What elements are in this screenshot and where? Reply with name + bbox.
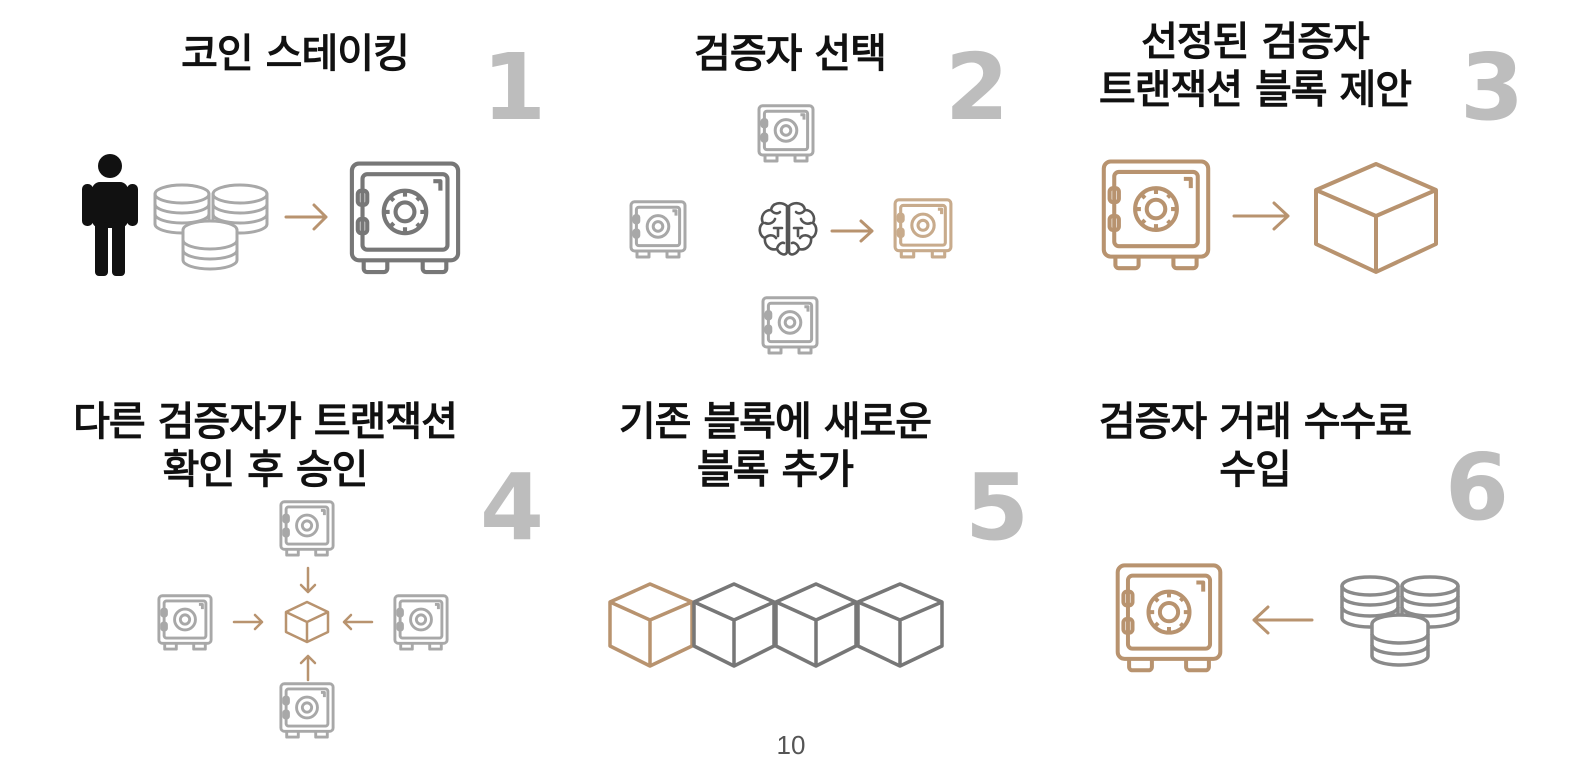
safe-icon xyxy=(1115,563,1223,673)
block-icon xyxy=(608,582,694,668)
safe-icon xyxy=(629,200,687,259)
arrow-left-icon xyxy=(1252,605,1314,635)
step-1-number: 1 xyxy=(482,34,547,141)
step-3-title-line-1: 선정된 검증자 xyxy=(1141,19,1370,65)
step-5-number: 5 xyxy=(965,454,1030,561)
step-5-title-line-2: 블록 추가 xyxy=(696,447,854,493)
step-3-title: 선정된 검증자 트랜잭션 블록 제안 xyxy=(1060,18,1450,114)
brain-icon xyxy=(758,201,818,256)
safe-icon xyxy=(893,198,953,259)
step-2-title: 검증자 선택 xyxy=(620,30,960,78)
step-1-title: 코인 스테이킹 xyxy=(125,30,465,78)
step-1-title-line-1: 코인 스테이킹 xyxy=(181,31,410,77)
coins-icon xyxy=(153,183,269,271)
cube-chain-icon xyxy=(608,582,944,668)
safe-icon xyxy=(761,296,819,355)
step-2-number: 2 xyxy=(945,34,1010,141)
cube-icon xyxy=(1314,162,1438,274)
person-icon xyxy=(82,154,138,276)
step-4-number: 4 xyxy=(480,454,545,561)
step-2-title-line-1: 검증자 선택 xyxy=(694,31,887,77)
arrow-left-icon xyxy=(342,613,374,631)
page-number: 10 xyxy=(776,730,806,760)
safe-icon xyxy=(279,682,335,739)
step-6-title-line-2: 수입 xyxy=(1219,447,1292,493)
step-6-title-line-1: 검증자 거래 수수료 xyxy=(1098,399,1412,445)
step-6-number: 6 xyxy=(1445,434,1510,541)
arrow-right-icon xyxy=(284,203,328,231)
step-4-title: 다른 검증자가 트랜잭션 확인 후 승인 xyxy=(40,398,490,494)
arrow-down-icon xyxy=(299,566,317,594)
step-3-title-line-2: 트랜잭션 블록 제안 xyxy=(1098,67,1412,113)
cube-icon xyxy=(284,600,330,644)
safe-icon xyxy=(349,161,461,275)
block-icon xyxy=(856,582,944,668)
safe-icon xyxy=(393,594,449,651)
arrow-right-icon xyxy=(830,219,874,243)
arrow-right-icon xyxy=(1232,201,1290,231)
coins-icon xyxy=(1340,575,1460,667)
step-5-title: 기존 블록에 새로운 블록 추가 xyxy=(590,398,960,494)
step-5-title-line-1: 기존 블록에 새로운 xyxy=(618,399,932,445)
step-4-title-line-2: 확인 후 승인 xyxy=(162,447,369,493)
block-icon xyxy=(774,582,858,668)
safe-icon xyxy=(1101,159,1211,271)
step-3-number: 3 xyxy=(1460,34,1525,141)
block-icon xyxy=(692,582,776,668)
arrow-up-icon xyxy=(299,654,317,682)
step-6-title: 검증자 거래 수수료 수입 xyxy=(1065,398,1445,494)
safe-icon xyxy=(279,500,335,557)
safe-icon xyxy=(157,594,213,651)
arrow-right-icon xyxy=(232,613,264,631)
safe-icon xyxy=(757,104,815,163)
step-4-title-line-1: 다른 검증자가 트랜잭션 xyxy=(73,399,458,445)
